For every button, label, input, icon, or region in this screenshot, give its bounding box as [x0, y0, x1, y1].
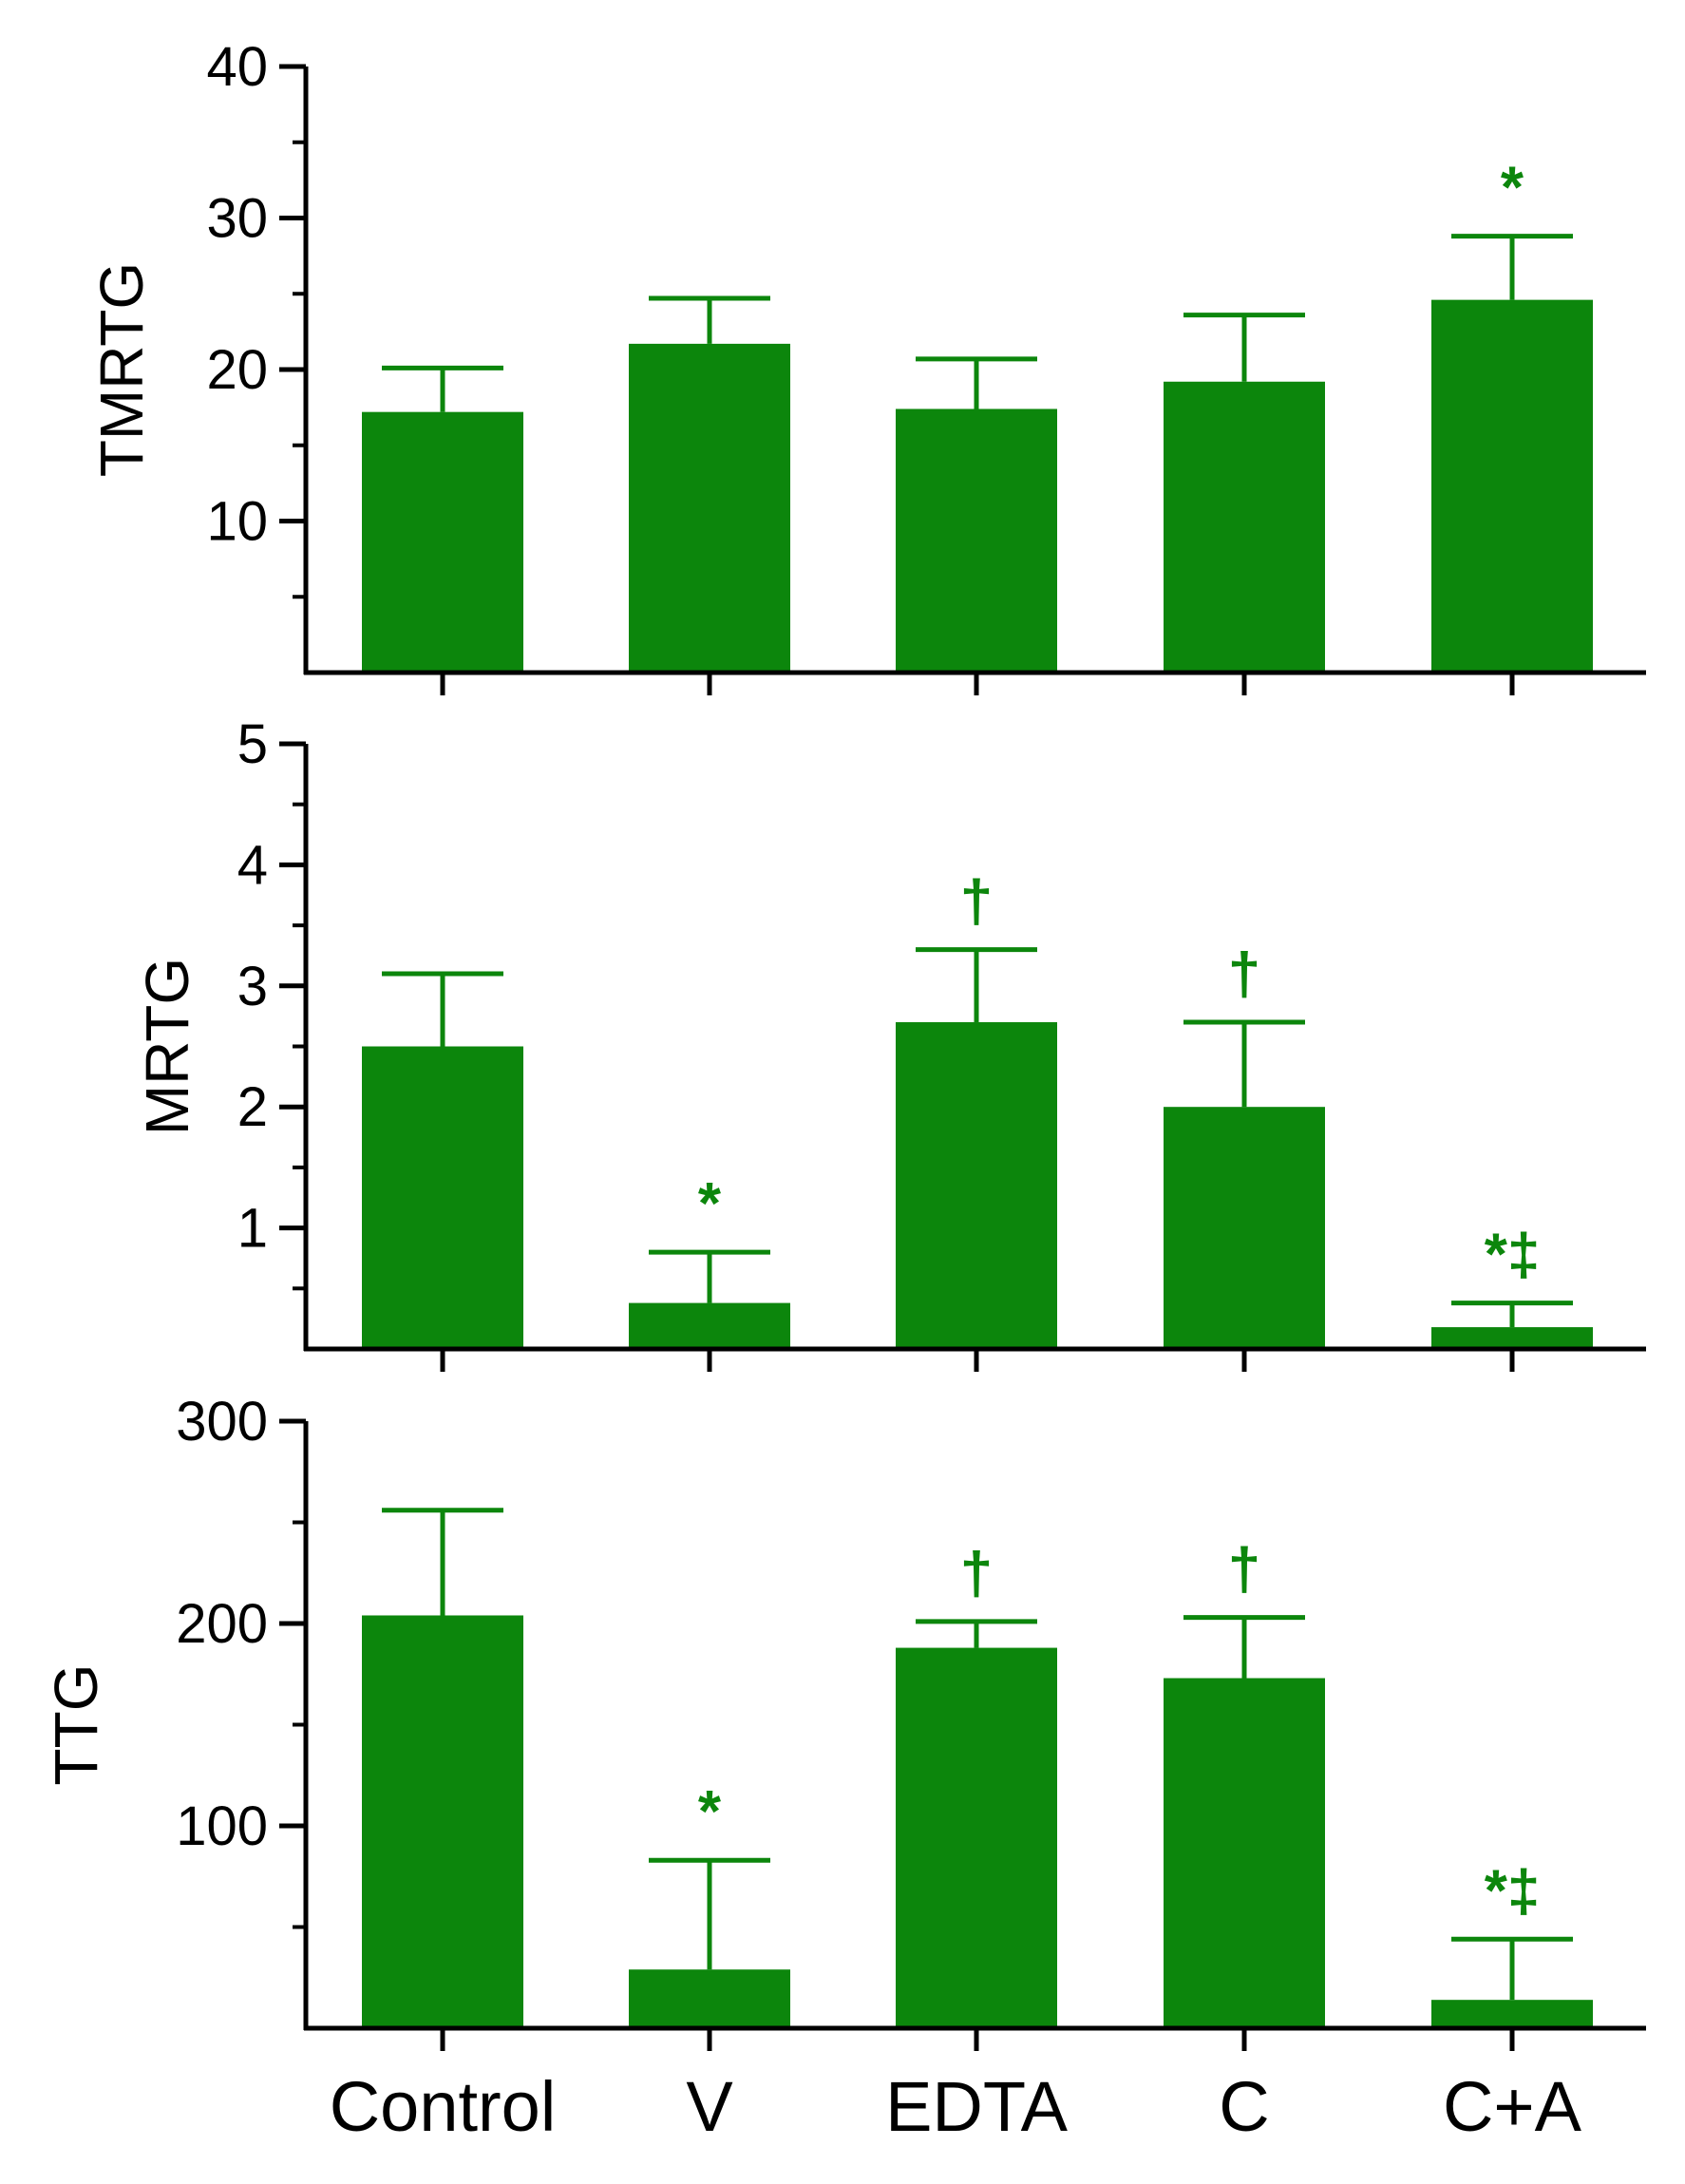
x-tick-label-c: C	[1219, 2067, 1269, 2146]
y-axis-label: TTG	[42, 1664, 110, 1786]
y-tick-label: 100	[176, 1795, 268, 1857]
significance-c: †	[1228, 1537, 1260, 1603]
significance-v: *	[698, 1779, 722, 1845]
y-tick-label: 2	[237, 1076, 268, 1138]
significance-c-a: *	[1501, 156, 1524, 221]
y-tick-label: 20	[206, 339, 268, 401]
bar-c	[1164, 1107, 1325, 1349]
bar-edta	[896, 408, 1057, 673]
bar-v	[629, 1302, 790, 1349]
significance-edta: †	[960, 869, 993, 935]
x-tick-label-c-a: C+A	[1443, 2067, 1582, 2146]
significance-c-a: *‡	[1485, 1223, 1541, 1288]
bar-c	[1164, 1678, 1325, 2028]
y-tick-label: 40	[206, 36, 268, 98]
bar-control	[362, 1046, 523, 1349]
bar-c	[1164, 381, 1325, 673]
y-tick-label: 1	[237, 1198, 268, 1260]
y-tick-label: 200	[176, 1593, 268, 1655]
bar-v	[629, 343, 790, 673]
bar-c-a	[1431, 299, 1593, 673]
panel-mrtg: * † † *‡ 1 2 3 4 5 MRTG	[133, 713, 1646, 1372]
bar-edta	[896, 1022, 1057, 1349]
y-tick-label: 5	[237, 713, 268, 775]
y-tick-label: 300	[176, 1391, 268, 1453]
y-axis-label: TMRTG	[87, 262, 156, 477]
y-tick-label: 4	[237, 834, 268, 896]
x-tick-label-control: Control	[330, 2067, 557, 2146]
bar-c-a	[1431, 2000, 1593, 2028]
y-axis-label: MRTG	[133, 958, 201, 1135]
y-tick-label: 3	[237, 956, 268, 1017]
bar-control	[362, 1615, 523, 2028]
panels: * 10 20 30 40 TMRTG * † † *‡ 1 2 3 4 5 MRTG * † † *‡ 100 200 3…	[42, 36, 1646, 2146]
significance-c-a: *‡	[1485, 1858, 1541, 1924]
y-tick-label: 10	[206, 491, 268, 553]
significance-edta: †	[960, 1541, 993, 1606]
x-tick-label-edta: EDTA	[885, 2067, 1069, 2146]
bar-v	[629, 1969, 790, 2028]
significance-c: †	[1228, 941, 1260, 1007]
panel-tmrtg: * 10 20 30 40 TMRTG	[87, 36, 1646, 695]
significance-v: *	[698, 1171, 722, 1237]
x-tick-label-v: V	[686, 2067, 733, 2146]
panel-ttg: * † † *‡ 100 200 300 TTG Control V EDTA C C+A	[42, 1391, 1646, 2146]
bar-c-a	[1431, 1327, 1593, 1349]
bar-control	[362, 411, 523, 673]
y-tick-label: 30	[206, 188, 268, 250]
bar-edta	[896, 1647, 1057, 2028]
